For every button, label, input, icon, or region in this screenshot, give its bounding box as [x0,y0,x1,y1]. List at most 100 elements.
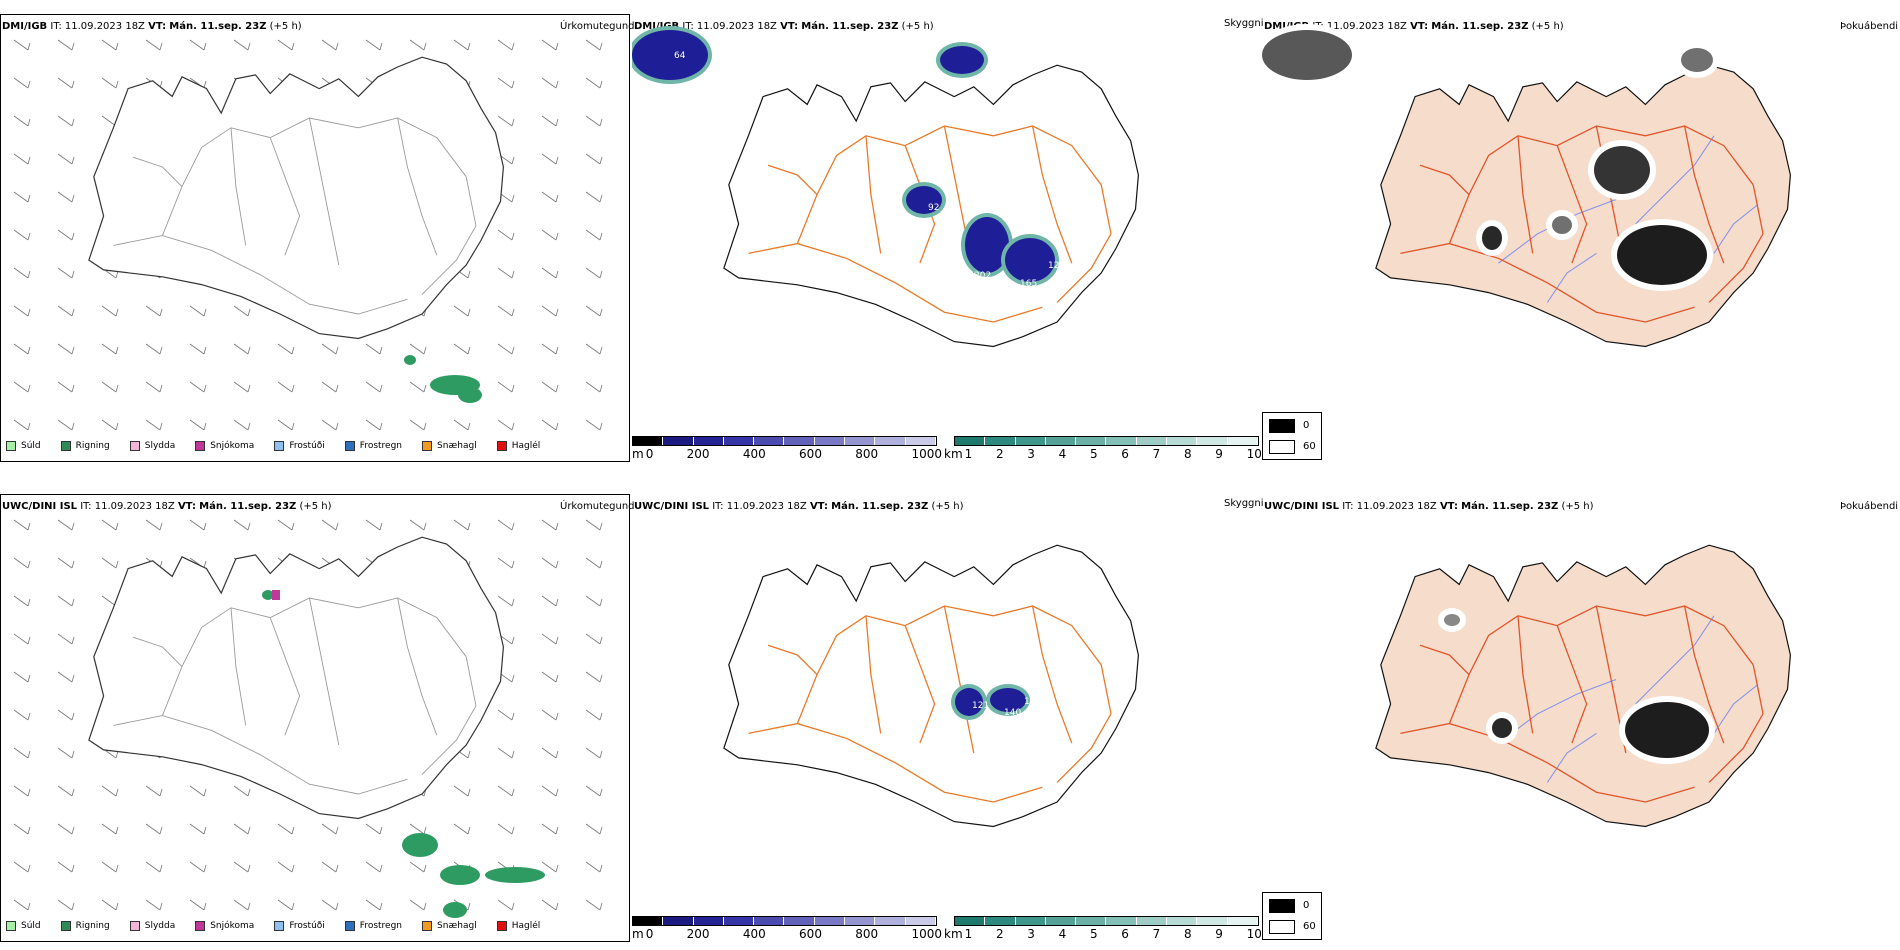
very-low-visibility-area [632,30,708,80]
fog-areas [1262,24,1719,291]
wind-barb [497,595,515,607]
wind-barb [57,153,75,165]
visibility-value-label: 55 [985,65,996,75]
scale-color-step [1227,917,1258,925]
scale-color-step [1106,437,1137,445]
river-line [1546,252,1597,303]
vt-label: VT: [809,501,828,512]
wind-barb [233,343,251,355]
fog-area [1625,702,1709,758]
scale-color-step [693,917,724,925]
road-line [132,636,183,667]
wind-barb [585,381,603,393]
wind-barb [365,823,383,835]
fog-area [1617,225,1707,285]
wind-barb [365,861,383,873]
scale-color-step [633,437,664,445]
wind-barb [57,823,75,835]
wind-barb [541,671,559,683]
legend-item: Slydda [129,441,175,451]
wind-barb [409,39,427,51]
vt-value: Mán. 11.sep. 23Z [199,501,297,512]
wind-barb [57,557,75,569]
scale-color-step [875,917,906,925]
wind-barb [585,557,603,569]
legend-label: Frostregn [359,441,403,451]
wind-barb [13,823,31,835]
legend-label: Frostúði [289,921,325,931]
scale-tick-label: 2 [995,447,1004,461]
wind-barb [101,39,119,51]
fog-area [1594,146,1650,194]
wind-barb [101,785,119,797]
wind-barb [277,343,295,355]
wind-barb [13,305,31,317]
fog-areas [1438,608,1715,764]
legend-swatch [496,921,507,931]
road-line [397,597,438,736]
road-line [269,137,301,256]
wind-barb [189,419,207,431]
wind-barb [13,785,31,797]
wind-barb [541,785,559,797]
very-low-visibility-area [965,217,1009,273]
wind-barb [409,519,427,531]
legend-label: Snæhagl [437,921,477,931]
legend-item: Frostúði [274,921,325,931]
scale-color-step [1227,437,1258,445]
legend-swatch [195,921,206,931]
scale-color-step [955,437,986,445]
height-scale-bar [632,436,937,446]
legend-label: Snjókoma [210,921,255,931]
panel-title: Þokuábendi [1840,501,1899,512]
wind-barb [497,823,515,835]
visibility-value-label: 12 [1048,261,1059,271]
scale-color-step [1197,917,1228,925]
wind-barb [189,823,207,835]
roads [113,117,477,315]
wind-barb [57,39,75,51]
scale-color-step [784,917,815,925]
fog-area [1552,216,1572,234]
wind-barb [497,267,515,279]
lead-time: (+5 h) [931,501,964,512]
scale-color-step [754,437,785,445]
wind-barb [541,823,559,835]
wind-barb [57,785,75,797]
wind-barb [13,557,31,569]
wind-barb [541,343,559,355]
wind-barb [13,595,31,607]
legend-label: Súld [21,441,41,451]
scale-tick-label: 4 [1058,447,1067,461]
river-line [1546,732,1597,783]
scale-color-step [955,917,986,925]
legend-label: Rigning [75,921,110,931]
wind-barb [189,39,207,51]
scale-tick-label: 1 [964,447,973,461]
wind-barb [585,785,603,797]
wind-barb [13,709,31,721]
scale-tick-label: 9 [1215,447,1223,461]
wind-barb [101,519,119,531]
wind-barb [453,785,471,797]
scale-color-step [1076,437,1107,445]
scale-unit: m [632,447,644,461]
scale-tick-label: 3 [1027,927,1035,941]
wind-barb [585,633,603,645]
wind-barb [321,419,339,431]
scale-tick-label: 6 [1121,927,1129,941]
legend-label: Frostregn [359,921,403,931]
scale-color-step [754,917,785,925]
legend-item: Snjókoma [195,441,254,451]
wind-barb [585,709,603,721]
wind-barb [189,305,207,317]
legend-item: Slydda [129,921,175,931]
scale-color-step [693,437,724,445]
wind-barb [541,519,559,531]
scale-tick-label: 1000 [911,447,942,461]
road-line [904,625,936,744]
wind-barb [145,381,163,393]
scale-tick-label: 200 [686,927,710,941]
vt-value: Mán. 11.sep. 23Z [831,501,929,512]
wind-barb [541,305,559,317]
